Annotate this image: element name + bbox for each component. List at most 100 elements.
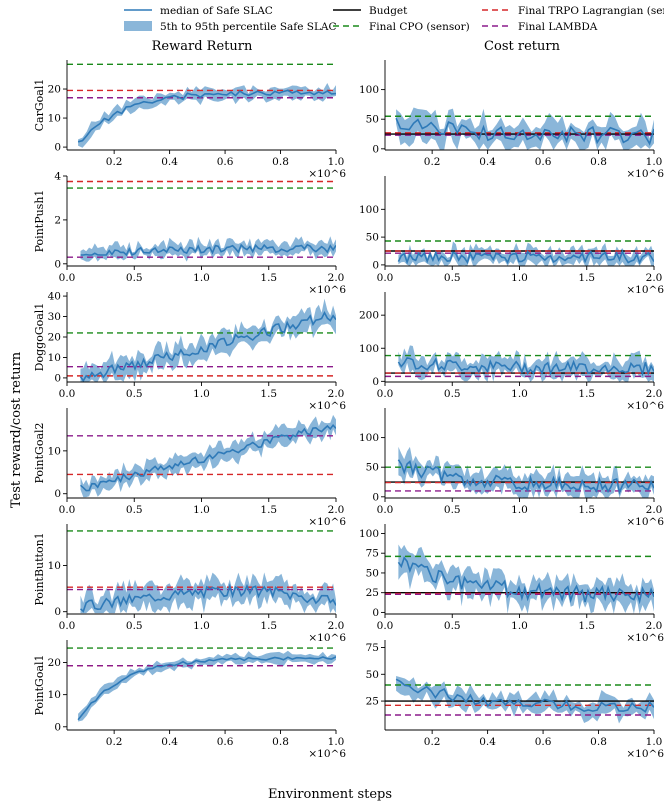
x-tick-label: 0.8 [272,736,289,748]
x-tick-label: 1.5 [260,388,277,400]
y-tick-label: 100 [359,204,379,216]
legend: median of Safe SLAC 5th to 95th percentil… [124,5,664,33]
env-label: PointGoal2 [33,422,46,483]
plot-area [67,180,336,262]
median-line [397,556,654,605]
x-tick-label: 0.5 [126,620,143,632]
panel-pointbutton1-cost: 0 25 50 75 100 0.0 0.5 1.0 1.5 2.0×10^6 [359,524,664,644]
median-line [395,678,654,713]
x-tick-label: 1.0 [511,272,528,284]
x-tick-label: 1.0 [328,156,345,168]
x-tick-label: 0.8 [590,736,607,748]
y-tick-label: 50 [366,462,379,474]
panel-cargoal1-reward: 0 10 20 0.2 0.4 0.6 0.8 1.0×10^6 CarGoal1 [33,60,346,180]
x-tick-label: 0.4 [161,156,178,168]
x-tick-label: 0.5 [444,504,461,516]
y-axis-label: Test reward/cost return [9,351,24,508]
y-tick-label: 0 [54,142,61,154]
x-tick-label: 1.0 [328,736,345,748]
percentile-band [78,83,336,148]
x-tick-label: 1.5 [260,504,277,516]
y-tick-label: 0 [54,372,61,384]
percentile-band [80,298,336,382]
y-tick-label: 75 [366,642,379,654]
env-label: DoggoGoal1 [33,303,46,372]
median-line [397,459,654,495]
x-multiplier: ×10^6 [626,284,664,296]
y-tick-label: 0 [372,143,379,155]
x-tick-label: 1.0 [193,504,210,516]
x-tick-label: 0.4 [479,736,496,748]
y-tick-label: 50 [366,232,379,244]
y-tick-label: 0 [54,488,61,500]
x-tick-label: 0.5 [444,620,461,632]
median-line [397,356,654,377]
x-tick-label: 1.0 [646,736,663,748]
y-tick-label: 100 [359,84,379,96]
x-tick-label: 2.0 [328,272,345,284]
plot-area [67,63,336,148]
x-tick-label: 0.4 [161,736,178,748]
y-tick-label: 100 [359,528,379,540]
x-tick-label: 1.5 [578,272,595,284]
x-tick-label: 0.0 [59,620,76,632]
x-tick-label: 1.0 [511,388,528,400]
x-multiplier: ×10^6 [626,168,664,180]
plot-area [67,647,336,722]
x-tick-label: 0.5 [444,388,461,400]
y-tick-label: 0 [54,606,61,618]
x-multiplier: ×10^6 [308,632,346,644]
legend-entry: Final TRPO Lagrangian (sensor) [482,5,664,17]
column-titles: Reward Return Cost return [152,39,561,54]
y-tick-label: 10 [48,352,61,364]
median-line [79,423,336,492]
panel-doggogoal1-reward: 0 10 20 30 40 0.0 0.5 1.0 1.5 2.0×10^6 DoggoGoal1 [33,291,346,412]
y-tick-label: 0 [372,491,379,503]
x-tick-label: 0.5 [126,504,143,516]
y-tick-label: 30 [48,311,61,323]
x-tick-label: 1.5 [578,504,595,516]
y-tick-label: 75 [366,548,379,560]
legend-entry: 5th to 95th percentile Safe SLAC [124,21,337,33]
x-tick-label: 2.0 [646,388,663,400]
y-tick-label: 0 [372,607,379,619]
panel-pointbutton1-reward: 0 10 0.0 0.5 1.0 1.5 2.0×10^6 PointButton1 [33,524,346,644]
median-line [79,310,336,382]
x-tick-label: 0.8 [272,156,289,168]
y-tick-label: 0 [372,376,379,388]
legend-label: 5th to 95th percentile Safe SLAC [160,21,337,33]
y-tick-label: 4 [54,171,61,183]
x-tick-label: 0.6 [535,736,552,748]
y-tick-label: 100 [359,432,379,444]
x-tick-label: 0.2 [106,736,123,748]
x-tick-label: 0.2 [424,156,441,168]
median-line [79,583,336,613]
y-tick-label: 10 [48,445,61,457]
plot-area [385,676,654,724]
panel-pointgoal1-reward: 0 10 20 0.2 0.4 0.6 0.8 1.0×10^6 PointGoal1 [33,640,346,760]
x-tick-label: 1.5 [578,620,595,632]
y-tick-label: 10 [48,113,61,125]
x-tick-label: 2.0 [646,504,663,516]
x-tick-label: 1.0 [511,620,528,632]
x-tick-label: 0.0 [377,272,394,284]
plot-area [385,446,654,498]
x-tick-label: 1.0 [511,504,528,516]
y-tick-label: 25 [366,587,379,599]
env-label: PointGoal1 [33,654,46,715]
x-multiplier: ×10^6 [308,748,346,760]
panel-doggogoal1-cost: 0 100 200 0.0 0.5 1.0 1.5 2.0×10^6 [359,292,664,412]
y-tick-label: 50 [366,669,379,681]
x-multiplier: ×10^6 [308,400,346,412]
x-tick-label: 0.2 [424,736,441,748]
percentile-band [396,107,654,150]
y-tick-label: 20 [48,332,61,344]
x-tick-label: 0.0 [59,504,76,516]
legend-entry: Budget [333,5,408,17]
plot-area [385,345,654,382]
env-label: PointButton1 [33,532,46,605]
panel-pointgoal1-cost: 25 50 75 0.2 0.4 0.6 0.8 1.0×10^6 [366,640,664,760]
x-tick-label: 0.0 [377,620,394,632]
